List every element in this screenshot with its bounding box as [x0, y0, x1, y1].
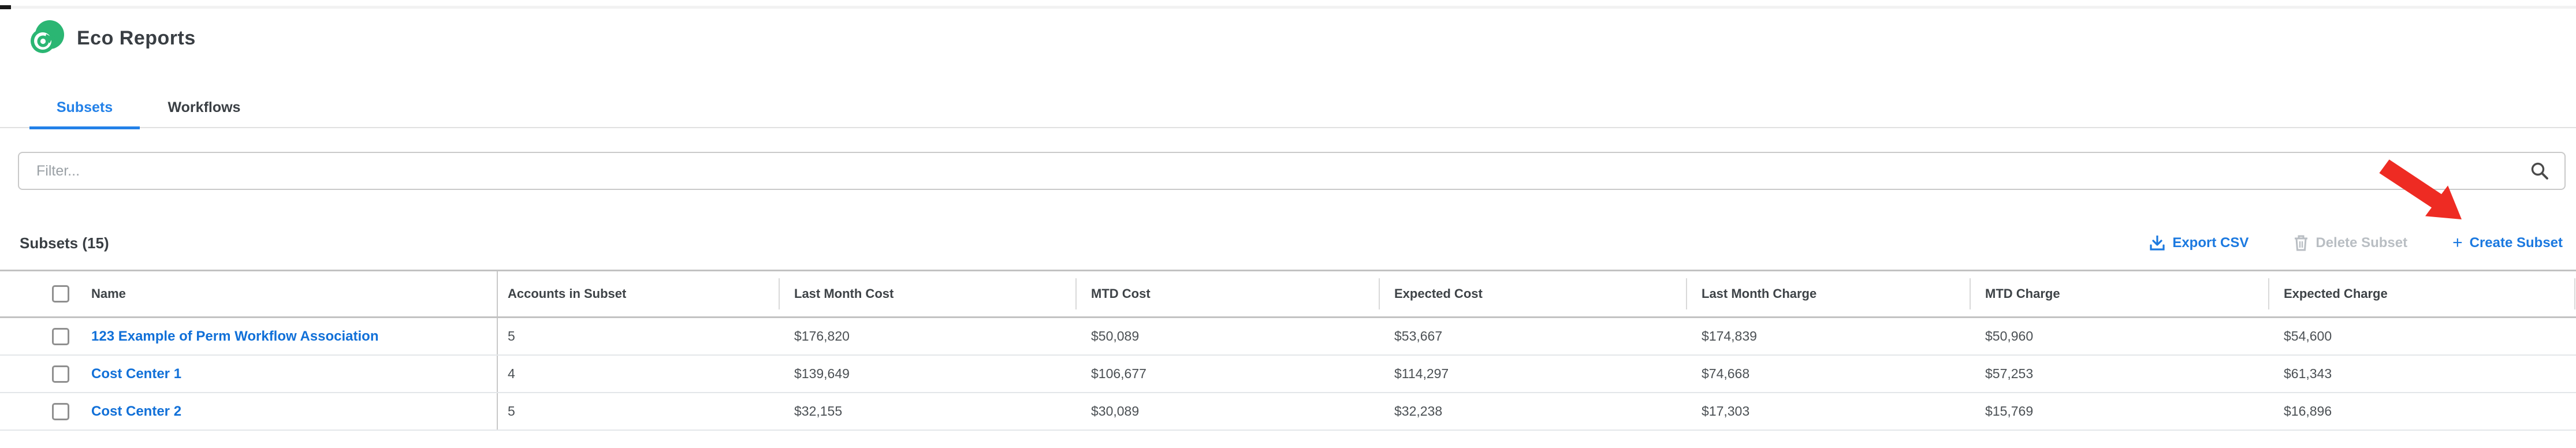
table-row[interactable]: 123 Example of Perm Workflow Association… — [0, 318, 2576, 356]
tab-bar: Subsets Workflows — [0, 87, 2576, 129]
cell-mtd-charge: $57,253 — [1985, 366, 2034, 381]
row-checkbox[interactable] — [52, 327, 69, 345]
cell-mtd-cost: $30,089 — [1091, 404, 1140, 419]
column-header-last-month-charge[interactable]: Last Month Charge — [1686, 271, 1970, 316]
tab-workflows[interactable]: Workflows — [140, 87, 269, 128]
column-header-mtd-charge[interactable]: MTD Charge — [1970, 271, 2269, 316]
filter-input[interactable] — [19, 153, 2530, 189]
column-header-expected-charge[interactable]: Expected Charge — [2268, 271, 2576, 316]
table-row[interactable]: Cost Center 1 4 $139,649 $106,677 $114,2… — [0, 356, 2576, 393]
filter-container — [18, 152, 2566, 190]
active-tab-underline — [29, 126, 140, 129]
row-checkbox[interactable] — [52, 402, 69, 420]
column-header-name[interactable]: Name — [91, 286, 126, 301]
toolbar-actions: Export CSV Delete Subset + Create Subset — [2149, 234, 2563, 252]
top-divider — [0, 6, 2576, 9]
delete-subset-label: Delete Subset — [2316, 235, 2408, 251]
subsets-table: Name Accounts in Subset Last Month Cost … — [0, 270, 2576, 431]
cell-mtd-cost: $50,089 — [1091, 328, 1140, 344]
list-heading: Subsets (15) — [20, 234, 109, 252]
cell-accounts: 5 — [497, 393, 779, 430]
cell-last-month-charge: $17,303 — [1702, 404, 1750, 419]
window-corner — [0, 5, 11, 9]
tab-workflows-label: Workflows — [167, 99, 241, 115]
cell-accounts: 5 — [497, 318, 779, 354]
subset-name-link[interactable]: Cost Center 2 — [91, 403, 182, 419]
table-row[interactable]: Cost Center 2 5 $32,155 $30,089 $32,238 … — [0, 393, 2576, 431]
cell-last-month-cost: $32,155 — [794, 404, 843, 419]
delete-subset-button[interactable]: Delete Subset — [2294, 234, 2407, 252]
cell-expected-cost: $32,238 — [1394, 404, 1443, 419]
list-toolbar: Subsets (15) Export CSV Delete Sub — [0, 225, 2576, 261]
tab-subsets[interactable]: Subsets — [29, 87, 140, 129]
column-header-last-month-cost[interactable]: Last Month Cost — [779, 271, 1076, 316]
cell-last-month-cost: $176,820 — [794, 328, 850, 344]
cell-mtd-charge: $15,769 — [1985, 404, 2034, 419]
row-checkbox[interactable] — [52, 365, 69, 383]
cell-expected-charge: $16,896 — [2284, 404, 2332, 419]
column-header-mtd-cost[interactable]: MTD Cost — [1075, 271, 1379, 316]
cell-expected-charge: $61,343 — [2284, 366, 2332, 381]
cell-expected-cost: $114,297 — [1394, 366, 1449, 381]
column-header-expected-cost[interactable]: Expected Cost — [1379, 271, 1687, 316]
select-all-checkbox[interactable] — [52, 285, 69, 303]
subset-name-link[interactable]: Cost Center 1 — [91, 365, 182, 382]
column-header-accounts[interactable]: Accounts in Subset — [497, 271, 779, 316]
tab-subsets-label: Subsets — [56, 99, 113, 115]
trash-icon — [2295, 235, 2308, 251]
search-icon[interactable] — [2530, 161, 2549, 181]
download-icon — [2150, 236, 2165, 251]
table-header-row: Name Accounts in Subset Last Month Cost … — [0, 270, 2576, 318]
cell-last-month-charge: $174,839 — [1702, 328, 1757, 344]
create-subset-label: Create Subset — [2469, 235, 2563, 251]
create-subset-button[interactable]: + Create Subset — [2452, 233, 2563, 252]
export-csv-button[interactable]: Export CSV — [2149, 234, 2249, 252]
cell-last-month-cost: $139,649 — [794, 366, 850, 381]
export-csv-label: Export CSV — [2172, 235, 2249, 251]
cell-expected-charge: $54,600 — [2284, 328, 2332, 344]
cell-last-month-charge: $74,668 — [1702, 366, 1750, 381]
cell-expected-cost: $53,667 — [1394, 328, 1443, 344]
cell-mtd-cost: $106,677 — [1091, 366, 1146, 381]
eco-reports-logo-icon — [31, 20, 64, 53]
cell-accounts: 4 — [497, 356, 779, 392]
cell-mtd-charge: $50,960 — [1985, 328, 2034, 344]
page-title: Eco Reports — [77, 27, 196, 49]
subset-name-link[interactable]: 123 Example of Perm Workflow Association — [91, 328, 379, 344]
plus-icon: + — [2452, 233, 2463, 252]
